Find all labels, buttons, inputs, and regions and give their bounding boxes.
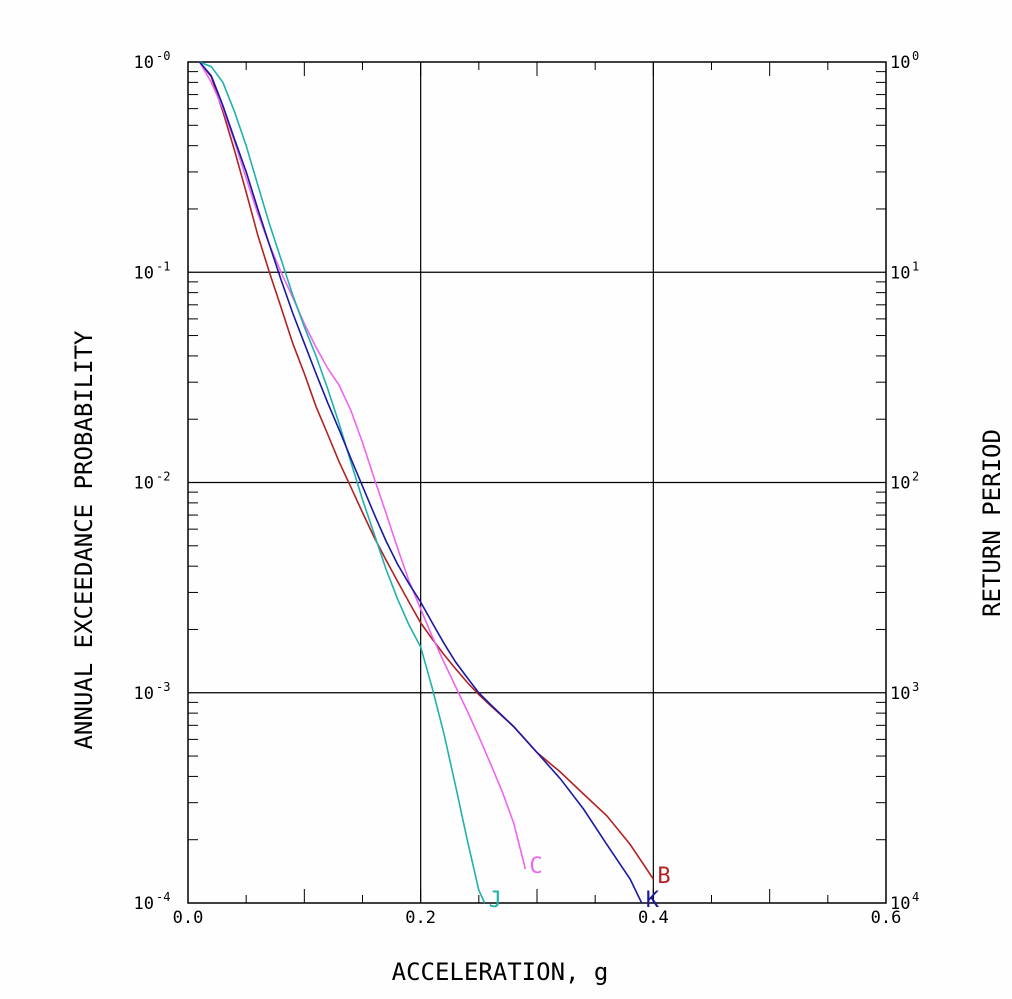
y-tick-labels: 10-010-110-210-310-4 bbox=[134, 49, 171, 914]
x-tick-labels: 0.0 0.2 0.4 0.6 bbox=[173, 908, 902, 928]
series-line-k bbox=[198, 61, 643, 904]
y2-tick-label: 10 bbox=[890, 53, 910, 73]
y2-tick-exponent: 2 bbox=[912, 470, 919, 484]
x-tick-label: 0.0 bbox=[173, 908, 204, 928]
y-tick-label: 10 bbox=[134, 474, 154, 494]
y-tick-label: 10 bbox=[134, 894, 154, 914]
series-line-c bbox=[198, 61, 527, 870]
y-tick-label: 10 bbox=[134, 263, 154, 283]
x-tick-label: 0.2 bbox=[405, 908, 436, 928]
y-tick-exponent: -4 bbox=[156, 890, 170, 904]
y2-axis-title: RETURN PERIOD bbox=[978, 429, 1006, 617]
y2-tick-exponent: 0 bbox=[912, 49, 919, 63]
y2-tick-label: 10 bbox=[890, 684, 910, 704]
y2-tick-label: 10 bbox=[890, 474, 910, 494]
y-tick-exponent: -1 bbox=[156, 259, 170, 273]
y-tick-exponent: -0 bbox=[156, 49, 170, 63]
series-label-j: J bbox=[489, 888, 502, 913]
y2-tick-label: 10 bbox=[890, 263, 910, 283]
y-tick-label: 10 bbox=[134, 53, 154, 73]
series-label-k: K bbox=[646, 888, 660, 913]
y-tick-label: 10 bbox=[134, 684, 154, 704]
x-axis-title: ACCELERATION, g bbox=[392, 958, 609, 986]
y2-tick-exponent: 1 bbox=[912, 259, 919, 273]
series-label-b: B bbox=[657, 864, 670, 889]
x-tick-label: 0.6 bbox=[871, 908, 902, 928]
y-tick-exponent: -3 bbox=[156, 680, 170, 694]
y-axis-title: ANNUAL EXCEEDANCE PROBABILITY bbox=[70, 330, 98, 750]
series-line-b bbox=[198, 61, 654, 880]
plot-frame bbox=[187, 61, 887, 904]
y2-tick-exponent: 3 bbox=[912, 680, 919, 694]
y2-tick-exponent: 4 bbox=[912, 890, 919, 904]
series-layer: B C J K bbox=[198, 61, 671, 913]
x-tick-label: 0.4 bbox=[638, 908, 669, 928]
grid-lines bbox=[188, 62, 886, 903]
y2-tick-label: 10 bbox=[890, 894, 910, 914]
series-label-c: C bbox=[529, 854, 542, 879]
y-tick-exponent: -2 bbox=[156, 470, 170, 484]
